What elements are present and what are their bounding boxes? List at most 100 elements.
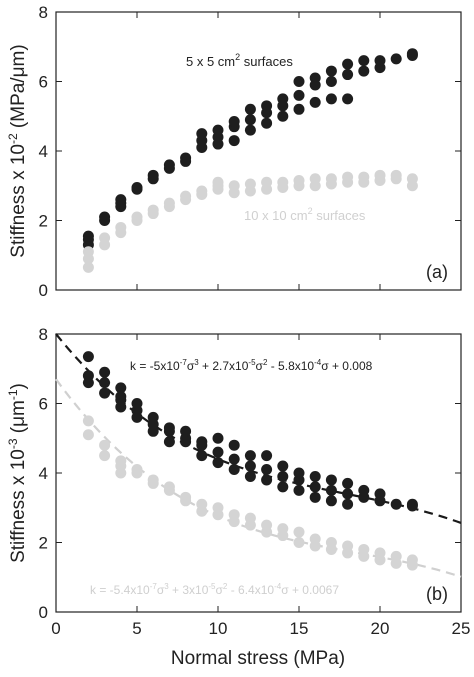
series-1-point [261, 176, 273, 188]
series-0-point [99, 377, 111, 389]
series-0-point [342, 93, 354, 105]
series-0-point [228, 115, 240, 127]
series-1-point [147, 474, 159, 486]
panel-b-points [82, 351, 418, 571]
series-1-point [261, 519, 273, 531]
x-tick-label: 0 [51, 619, 60, 638]
series-1-point [180, 491, 192, 503]
x-tick-label: 20 [371, 619, 390, 638]
series-1-point [115, 455, 127, 467]
series-0-point [131, 398, 143, 409]
series-0-point [325, 93, 337, 105]
series-0-point [163, 422, 175, 434]
series-1-point [325, 173, 337, 185]
series-0-point [309, 470, 321, 482]
series-0-point [163, 436, 175, 448]
series-0-point [82, 230, 94, 242]
series-0-point [196, 436, 208, 448]
series-1-point [342, 540, 354, 552]
series-0-point [342, 69, 354, 81]
series-1-point [99, 232, 111, 244]
series-1-point [406, 554, 418, 566]
series-0-point [293, 484, 305, 496]
y-tick-label: 8 [39, 3, 48, 22]
series-0-point [309, 481, 321, 493]
series-1-point [82, 429, 94, 441]
series-1-point [82, 415, 94, 427]
series-0-point [406, 498, 418, 510]
series-1-point [82, 246, 94, 258]
panel-b-ticks: 0 2 4 6 8 0 5 10 15 20 25 [39, 325, 471, 638]
series-0-point [261, 100, 273, 112]
series-1-point [293, 526, 305, 538]
series-0-point [196, 128, 208, 140]
series-0-point [115, 194, 127, 206]
series-0-point [196, 450, 208, 462]
panel-b-ylabel: Stiffness x 10-3 (μm-1) [6, 383, 29, 563]
series-0-point [244, 450, 256, 462]
series-1-point [147, 204, 159, 216]
series-0-point [244, 124, 256, 136]
series-0-point [325, 474, 337, 486]
y-tick-label: 2 [39, 212, 48, 231]
series-1-point [163, 197, 175, 209]
series-1-point [131, 211, 143, 223]
series-1-point [325, 537, 337, 548]
series-0-point [277, 93, 289, 105]
series-1-point [406, 173, 418, 185]
series-1-point [358, 543, 370, 555]
series-0-point [325, 76, 337, 87]
x-tick-label: 10 [209, 619, 228, 638]
series-1-point [180, 190, 192, 202]
series-0-point [342, 498, 354, 510]
y-tick-label: 4 [39, 142, 48, 161]
series-0-point [261, 464, 273, 476]
series-label-5x5: 5 x 5 cm2 surfaces [186, 52, 293, 69]
series-0-point [228, 135, 240, 147]
series-0-point [163, 159, 175, 171]
series-0-point [358, 65, 370, 77]
y-tick-label: 4 [39, 464, 48, 483]
series-0-point [293, 89, 305, 101]
series-0-point [82, 370, 94, 382]
series-1-point [342, 171, 354, 183]
series-1-point [309, 173, 321, 185]
series-1-point [99, 450, 111, 462]
series-1-point [390, 169, 402, 181]
series-0-point [244, 114, 256, 126]
series-0-point [180, 152, 192, 164]
series-1-point [358, 171, 370, 183]
series-0-point [212, 432, 224, 444]
series-0-point [309, 491, 321, 503]
series-1-point [228, 509, 240, 521]
series-0-point [82, 351, 94, 363]
y-tick-label: 6 [39, 395, 48, 414]
series-1-point [293, 537, 305, 548]
series-0-point [293, 103, 305, 115]
x-tick-label: 5 [132, 619, 141, 638]
series-0-point [325, 484, 337, 496]
panel-a-label: (a) [426, 262, 448, 282]
series-0-point [309, 96, 321, 108]
series-1-point [212, 176, 224, 188]
series-0-point [99, 387, 111, 399]
series-0-point [261, 450, 273, 462]
series-0-point [212, 124, 224, 136]
series-1-point [309, 533, 321, 545]
series-1-point [212, 502, 224, 514]
series-0-point [342, 477, 354, 489]
series-1-point [131, 464, 143, 476]
y-tick-label: 6 [39, 73, 48, 92]
x-tick-label: 25 [452, 619, 471, 638]
series-0-point [277, 470, 289, 482]
panel-a-ylabel: Stiffness x 10-2 (MPa/μm) [6, 44, 29, 257]
series-1-point [390, 550, 402, 562]
fit-equation-5x5: k = -5x10-7σ3 + 2.7x10-5σ2 - 5.8x10-4σ +… [130, 358, 373, 373]
series-0-point [374, 488, 386, 500]
series-1-point [99, 439, 111, 451]
series-0-point [325, 495, 337, 507]
series-0-point [115, 382, 127, 394]
series-0-point [244, 103, 256, 115]
panel-b-label: (b) [426, 584, 448, 604]
